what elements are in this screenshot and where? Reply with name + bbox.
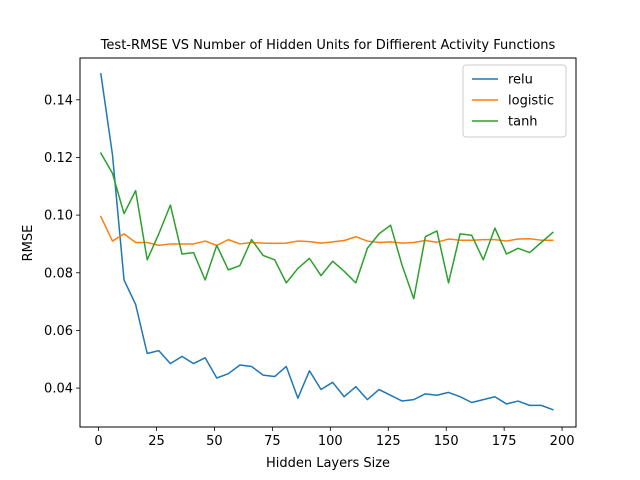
- legend: relu logistic tanh: [462, 64, 567, 138]
- y-tick-label: 0.10: [44, 209, 73, 224]
- y-tick-label: 0.14: [44, 93, 73, 108]
- x-tick-label: 175: [492, 434, 517, 449]
- x-tick-label: 50: [206, 434, 223, 449]
- x-axis: 0 25 50 75 100 125 150 175 200: [94, 427, 575, 449]
- legend-box: [462, 64, 567, 138]
- x-tick-label: 75: [264, 434, 281, 449]
- chart-title: Test-RMSE VS Number of Hidden Units for …: [100, 38, 556, 53]
- y-tick-label: 0.08: [44, 266, 73, 281]
- plot-frame: [79, 57, 577, 428]
- x-tick-label: 150: [434, 434, 459, 449]
- x-tick-label: 0: [94, 434, 102, 449]
- y-axis: 0.04 0.06 0.08 0.10 0.12 0.14: [44, 93, 80, 397]
- series-line-tanh: [99, 152, 554, 300]
- series-line-logistic: [99, 215, 554, 247]
- x-tick-label: 200: [550, 434, 575, 449]
- legend-label-tanh: tanh: [508, 115, 538, 130]
- x-tick-label: 125: [376, 434, 401, 449]
- legend-label-relu: relu: [508, 73, 533, 88]
- x-axis-label: Hidden Layers Size: [266, 456, 390, 471]
- x-tick-label: 25: [148, 434, 165, 449]
- y-axis-label: RMSE: [21, 225, 36, 262]
- plot-lines: [99, 73, 554, 411]
- y-tick-label: 0.12: [44, 151, 73, 166]
- y-tick-label: 0.06: [44, 324, 73, 339]
- y-tick-label: 0.04: [44, 382, 73, 397]
- series-line-relu: [100, 73, 554, 411]
- legend-label-logistic: logistic: [508, 94, 554, 109]
- x-tick-label: 100: [318, 434, 343, 449]
